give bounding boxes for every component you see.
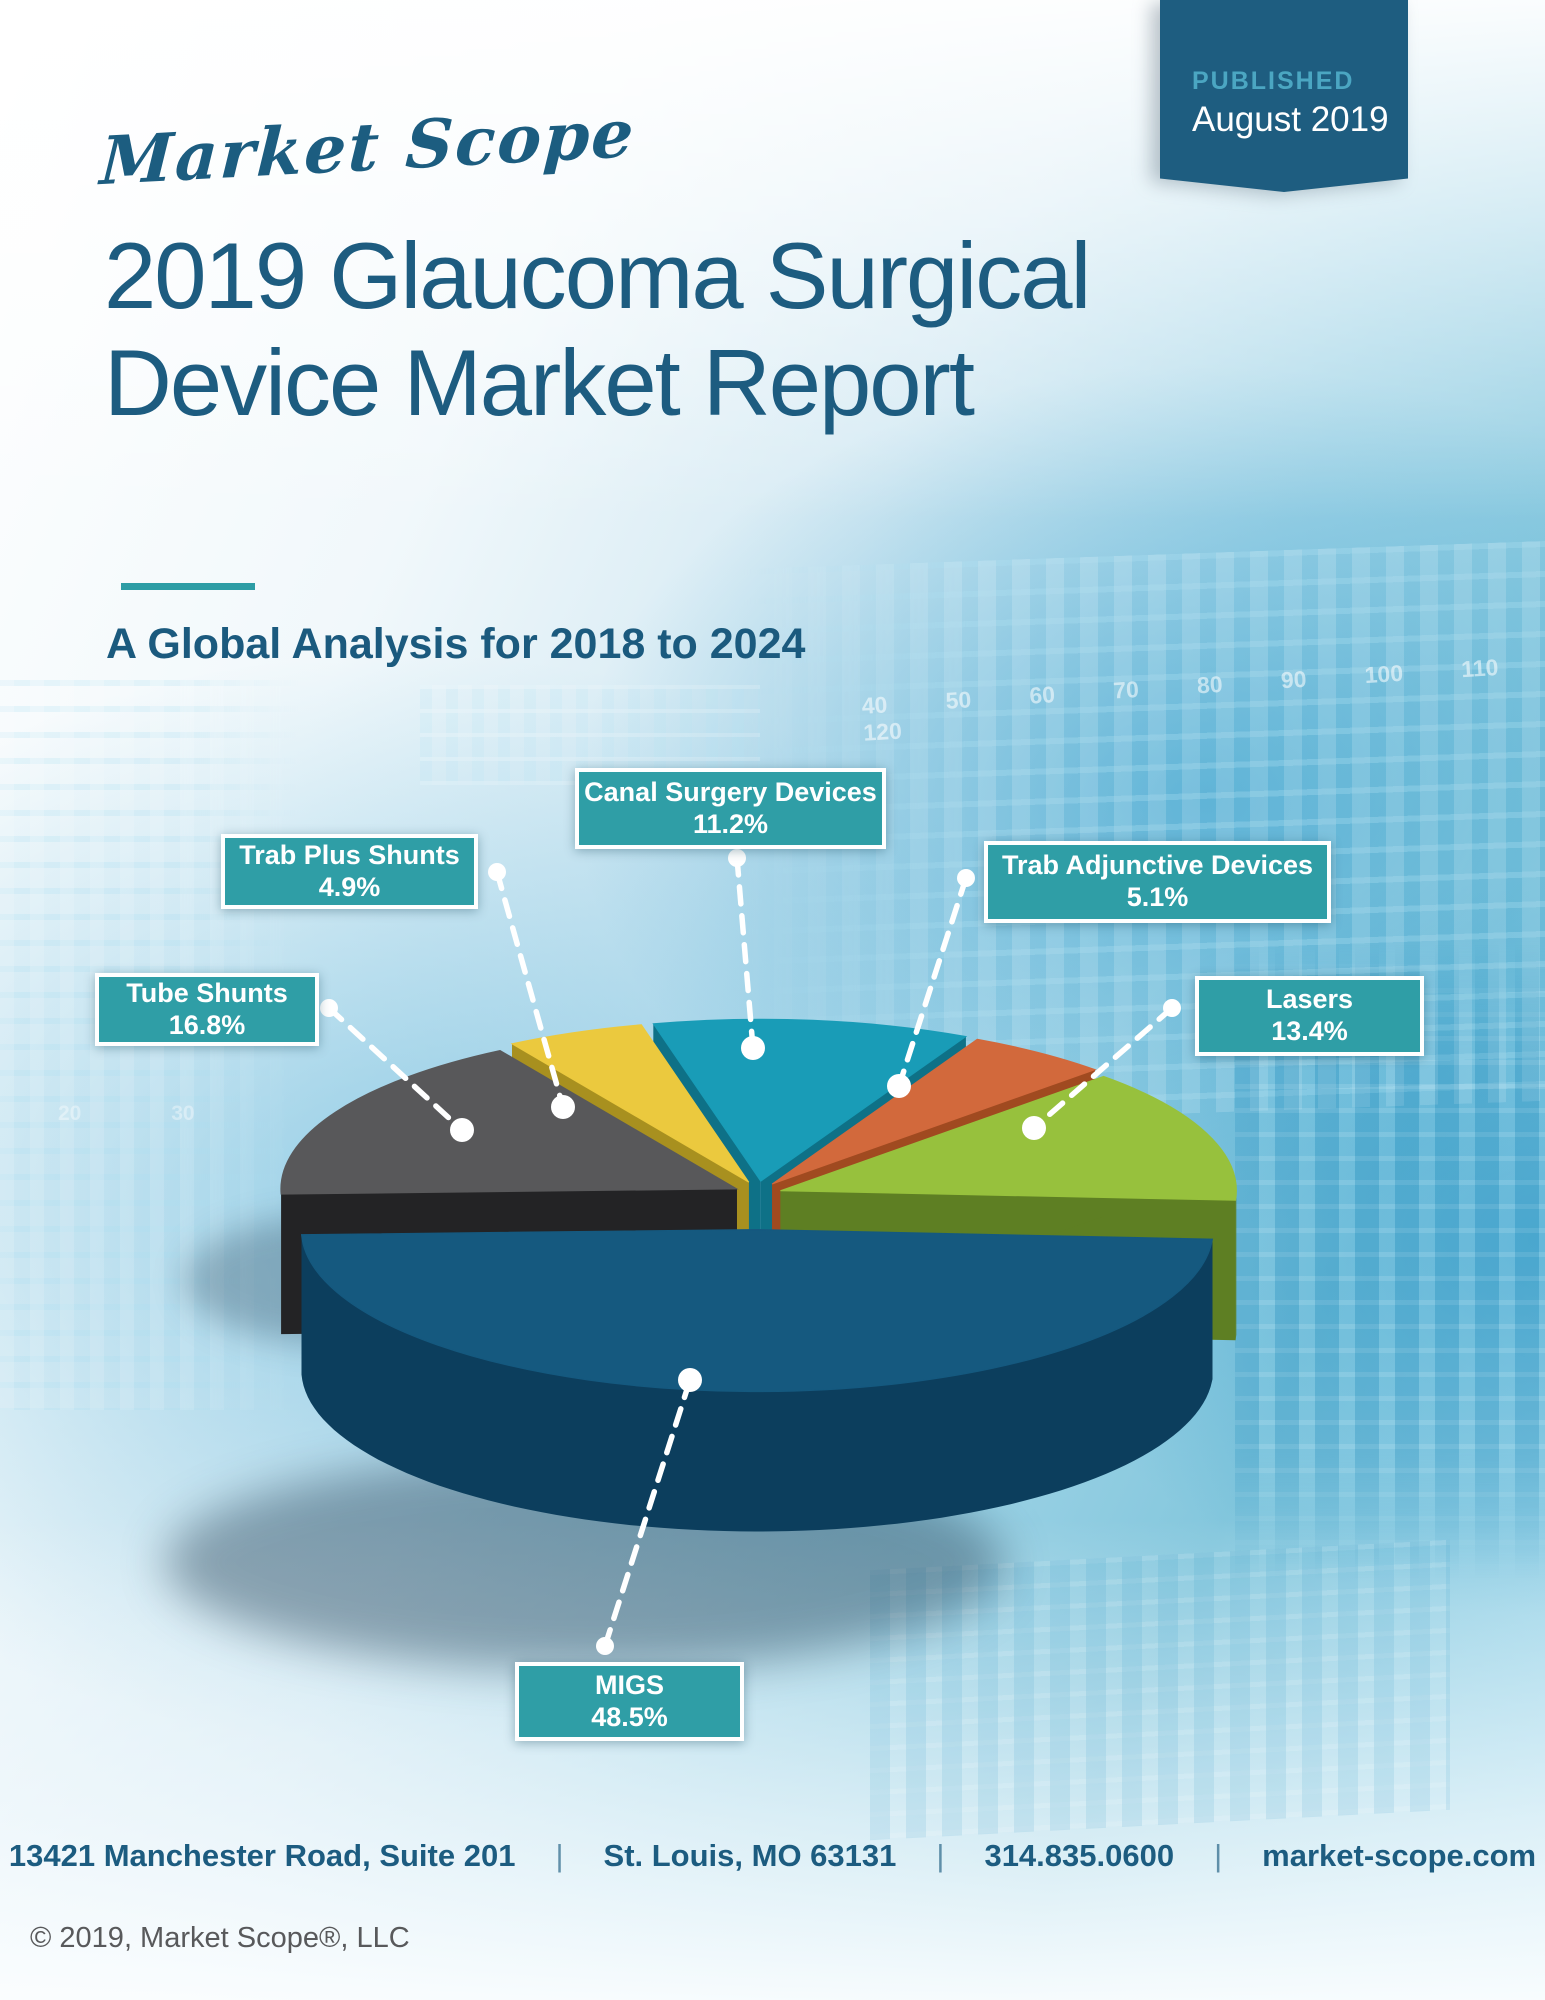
footer-separator: |	[555, 1838, 564, 1873]
footer-contact-bar: 13421 Manchester Road, Suite 201 | St. L…	[0, 1838, 1545, 1874]
market-scope-logo: Market Scope	[98, 93, 638, 201]
slice-label: Canal Surgery Devices	[584, 776, 877, 807]
background-axis-numbers: 40 50 60 70 80 90 100 110 120	[860, 653, 1500, 746]
pie-drop-shadow	[165, 1455, 1005, 1670]
published-date: August 2019	[1192, 99, 1389, 139]
slice-label: Trab Adjunctive Devices	[1001, 850, 1314, 881]
callout-trab-plus-shunts: Trab Plus Shunts 4.9%	[221, 834, 478, 909]
report-title-line2: Device Market Report	[104, 330, 975, 436]
slice-label: MIGS	[594, 1669, 664, 1700]
callout-trab-adjunctive-devices: Trab Adjunctive Devices 5.1%	[984, 841, 1331, 923]
copyright-notice: © 2019, Market Scope®, LLC	[30, 1922, 410, 1954]
callout-tube-shunts: Tube Shunts 16.8%	[95, 973, 319, 1046]
slice-percent: 4.9%	[318, 871, 381, 902]
callout-canal-surgery-devices: Canal Surgery Devices 11.2%	[575, 768, 886, 849]
footer-separator: |	[936, 1838, 945, 1873]
report-title: 2019 Glaucoma Surgical Device Market Rep…	[104, 222, 1091, 436]
footer-address: 13421 Manchester Road, Suite 201	[8, 1838, 516, 1873]
teal-divider-rule	[121, 583, 255, 590]
slice-label: Lasers	[1265, 984, 1354, 1015]
slice-percent: 16.8%	[168, 1009, 246, 1040]
footer-website-link[interactable]: market-scope.com	[1262, 1838, 1537, 1873]
footer-separator: |	[1214, 1838, 1223, 1873]
slice-label: Tube Shunts	[126, 977, 288, 1008]
slice-percent: 5.1%	[1126, 882, 1189, 912]
footer-phone: 314.835.0600	[984, 1838, 1175, 1873]
callout-lasers: Lasers 13.4%	[1195, 976, 1424, 1056]
slice-percent: 48.5%	[591, 1701, 668, 1732]
slice-percent: 11.2%	[692, 808, 769, 839]
background-axis-numbers-left: 20 30	[58, 1102, 195, 1125]
slice-percent: 13.4%	[1271, 1016, 1348, 1046]
pie-drop-shadow-left	[185, 1215, 495, 1345]
callout-migs: MIGS 48.5%	[515, 1662, 744, 1741]
report-title-line1: 2019 Glaucoma Surgical	[104, 223, 1091, 328]
report-subtitle: A Global Analysis for 2018 to 2024	[106, 620, 806, 668]
published-label: PUBLISHED	[1192, 66, 1355, 95]
footer-city: St. Louis, MO 63131	[603, 1838, 897, 1873]
slice-label: Trab Plus Shunts	[239, 839, 460, 870]
background-pixel-pattern-bottom-right	[870, 1539, 1450, 1841]
